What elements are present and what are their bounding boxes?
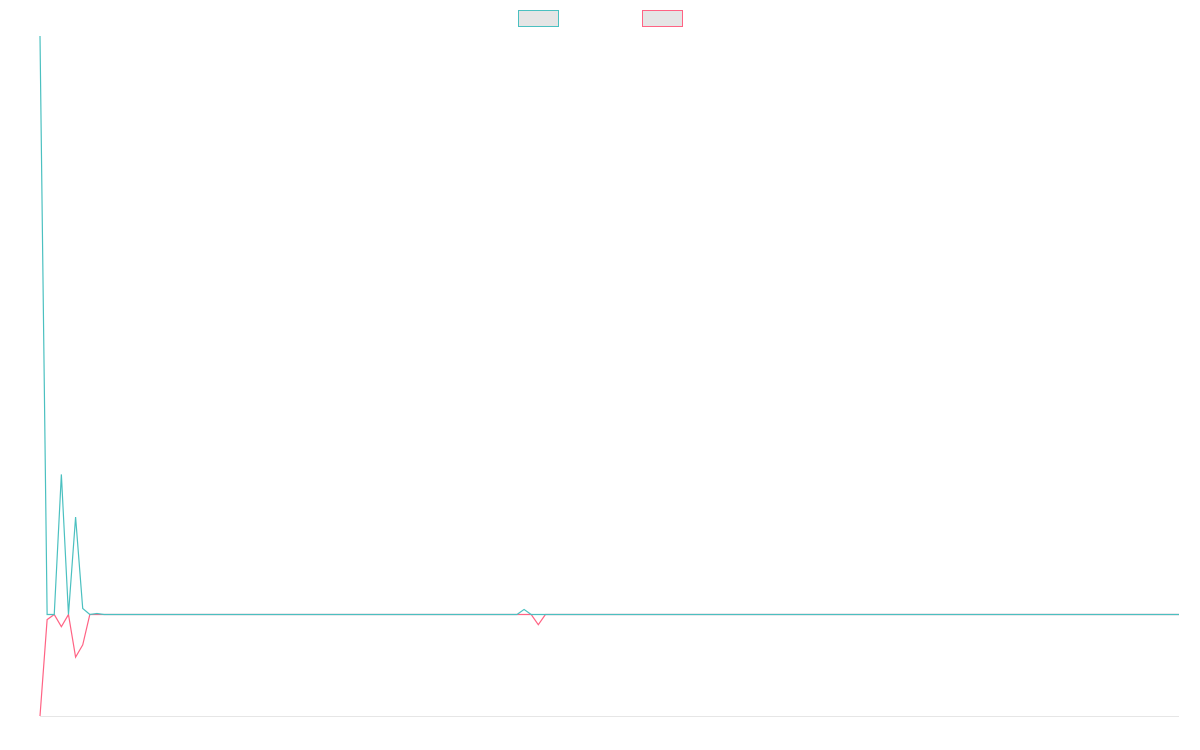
legend-swatch-1[interactable] (518, 10, 559, 27)
series-layer (39, 35, 1179, 717)
chart-legend (518, 10, 683, 27)
series-line-2 (39, 612, 1179, 717)
legend-swatch-2[interactable] (642, 10, 683, 27)
series-line-1 (39, 35, 1179, 616)
